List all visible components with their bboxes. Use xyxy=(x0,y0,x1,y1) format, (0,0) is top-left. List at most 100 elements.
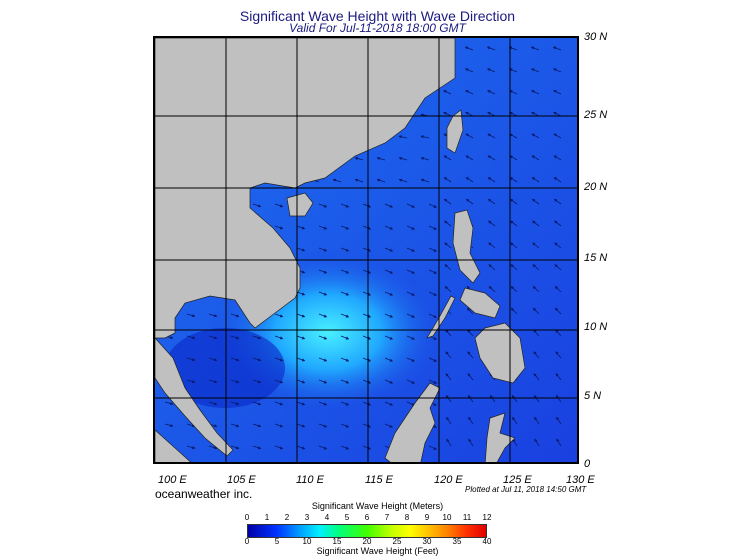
wave-arrow xyxy=(467,394,474,403)
wave-arrow xyxy=(555,329,562,337)
wave-arrow xyxy=(444,285,452,293)
wave-arrow xyxy=(340,203,350,208)
wave-arrow xyxy=(553,90,562,95)
meters-tick: 12 xyxy=(482,513,492,522)
wave-arrow xyxy=(446,416,452,425)
wave-arrow xyxy=(354,156,364,161)
wave-arrow xyxy=(384,423,394,428)
wave-arrow xyxy=(509,155,518,161)
wave-arrow xyxy=(296,335,306,340)
wave-arrow xyxy=(488,242,496,249)
wave-arrow xyxy=(252,203,262,208)
wave-arrow xyxy=(428,379,438,384)
wave-height-colorbar xyxy=(247,524,487,538)
wave-arrow xyxy=(208,379,218,384)
wave-arrow xyxy=(406,291,416,296)
wave-arrow xyxy=(428,247,438,252)
wave-arrow xyxy=(362,313,372,318)
wave-arrow xyxy=(509,90,518,95)
wave-arrow xyxy=(445,351,452,359)
wave-arrow xyxy=(186,423,196,428)
wave-arrow xyxy=(488,285,496,293)
wave-arrow xyxy=(376,156,386,161)
wave-arrow xyxy=(384,379,394,384)
wave-arrow xyxy=(464,46,474,51)
lon-label-105e: 105 E xyxy=(227,474,256,486)
wave-arrow xyxy=(252,357,262,362)
wave-arrow xyxy=(509,133,518,139)
wave-arrow xyxy=(512,416,518,425)
meters-tick: 5 xyxy=(344,513,350,522)
lat-label-0: 0 xyxy=(584,458,591,470)
wave-arrow xyxy=(252,423,262,428)
wave-arrow xyxy=(296,379,306,384)
wave-arrow xyxy=(406,357,416,362)
wave-arrow xyxy=(398,135,408,139)
wave-arrow xyxy=(406,313,416,318)
wave-arrow xyxy=(230,335,240,340)
wave-arrow xyxy=(488,264,496,271)
wave-arrow xyxy=(318,445,328,450)
lat-label-30n: 30 N xyxy=(584,31,608,43)
lat-lon-grid xyxy=(155,38,577,462)
wave-arrow xyxy=(443,90,452,95)
feet-tick: 10 xyxy=(302,537,312,546)
wave-arrow xyxy=(398,156,408,161)
wave-arrow xyxy=(428,357,438,362)
wave-arrow xyxy=(508,68,518,73)
wave-arrow xyxy=(208,335,218,340)
wave-arrow xyxy=(554,307,562,315)
wave-arrow xyxy=(208,401,218,406)
wave-arrow xyxy=(164,423,174,428)
wave-arrow xyxy=(445,329,452,337)
wave-arrow xyxy=(509,177,518,183)
wave-arrow xyxy=(398,178,408,183)
wave-arrow xyxy=(428,269,438,274)
colorbar-meters-title: Significant Wave Height (Meters) xyxy=(311,501,444,511)
meters-tick: 8 xyxy=(404,513,410,522)
wave-arrow xyxy=(340,269,350,274)
wave-arrow xyxy=(465,111,474,117)
wave-arrow xyxy=(531,198,540,205)
wave-arrow xyxy=(532,242,540,249)
wave-arrow xyxy=(532,220,540,227)
wave-arrow xyxy=(376,178,386,183)
wave-arrow xyxy=(406,401,416,406)
wave-arrow xyxy=(362,291,372,296)
wave-arrow xyxy=(553,177,562,183)
wave-arrow xyxy=(555,373,562,381)
wave-arrow xyxy=(354,178,364,183)
wave-arrow xyxy=(487,90,496,95)
wave-arrow xyxy=(318,291,328,296)
wave-arrow xyxy=(467,373,474,381)
wave-arrow xyxy=(508,46,518,51)
wave-arrow xyxy=(362,225,372,230)
wave-arrow xyxy=(532,285,540,293)
wave-arrow xyxy=(362,247,372,252)
feet-tick: 40 xyxy=(482,537,492,546)
wave-arrow xyxy=(553,111,562,117)
wave-arrow xyxy=(318,357,328,362)
wave-arrow xyxy=(510,220,518,227)
wave-arrow xyxy=(384,225,394,230)
wave-arrow xyxy=(230,401,240,406)
wave-arrow xyxy=(531,155,540,161)
wave-arrow xyxy=(428,313,438,318)
wave-arrow xyxy=(362,379,372,384)
map-canvas xyxy=(155,38,577,462)
feet-tick: 0 xyxy=(244,537,250,546)
wave-arrow xyxy=(531,177,540,183)
wave-arrow xyxy=(533,329,540,337)
wave-arrow xyxy=(554,264,562,271)
wave-arrow xyxy=(445,394,452,403)
meters-tick: 2 xyxy=(284,513,290,522)
palawan-island xyxy=(426,295,456,339)
wave-arrow xyxy=(510,307,518,315)
wave-arrow xyxy=(489,394,496,403)
wave-arrow xyxy=(468,438,474,447)
wave-arrow xyxy=(443,111,452,117)
wave-arrow xyxy=(332,178,342,183)
wave-arrow xyxy=(534,438,540,447)
meters-tick: 7 xyxy=(384,513,390,522)
feet-tick: 20 xyxy=(362,537,372,546)
